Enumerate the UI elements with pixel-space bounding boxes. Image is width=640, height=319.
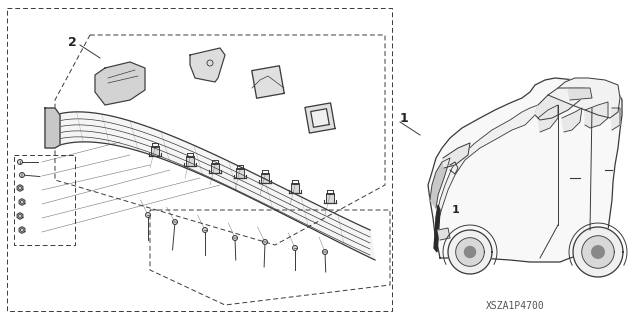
Polygon shape (152, 146, 159, 156)
Polygon shape (45, 108, 60, 148)
Polygon shape (443, 143, 470, 168)
Text: XSZA1P4700: XSZA1P4700 (486, 301, 545, 311)
Polygon shape (538, 105, 558, 132)
Polygon shape (585, 102, 608, 128)
Polygon shape (252, 66, 284, 98)
Polygon shape (448, 230, 492, 274)
Polygon shape (456, 238, 484, 266)
Polygon shape (438, 228, 450, 240)
Circle shape (19, 173, 24, 177)
Polygon shape (568, 88, 592, 100)
Polygon shape (236, 168, 244, 178)
Polygon shape (548, 78, 620, 118)
Circle shape (323, 249, 328, 255)
Polygon shape (573, 227, 623, 277)
Polygon shape (434, 205, 440, 252)
Polygon shape (562, 108, 582, 132)
Polygon shape (17, 185, 23, 191)
Polygon shape (19, 199, 25, 205)
Polygon shape (326, 193, 333, 203)
Polygon shape (19, 227, 25, 233)
Polygon shape (428, 78, 622, 262)
Circle shape (262, 240, 268, 244)
Polygon shape (436, 105, 538, 222)
Polygon shape (592, 246, 604, 258)
Polygon shape (190, 48, 225, 82)
Polygon shape (95, 62, 145, 105)
Polygon shape (211, 163, 219, 173)
Polygon shape (311, 109, 329, 127)
Circle shape (292, 246, 298, 250)
Text: 1: 1 (452, 205, 460, 215)
Polygon shape (305, 103, 335, 133)
Polygon shape (55, 112, 375, 260)
Circle shape (145, 212, 150, 218)
Polygon shape (465, 247, 476, 257)
Polygon shape (612, 108, 620, 130)
Polygon shape (291, 183, 299, 193)
Polygon shape (186, 157, 193, 166)
Circle shape (173, 219, 177, 225)
Text: 1: 1 (400, 112, 409, 124)
Polygon shape (582, 236, 614, 268)
Polygon shape (261, 174, 269, 183)
Circle shape (17, 160, 22, 165)
Polygon shape (535, 88, 585, 120)
Text: 2: 2 (68, 35, 77, 48)
Polygon shape (17, 213, 23, 219)
Polygon shape (430, 158, 450, 208)
Circle shape (202, 227, 207, 233)
Circle shape (232, 235, 237, 241)
